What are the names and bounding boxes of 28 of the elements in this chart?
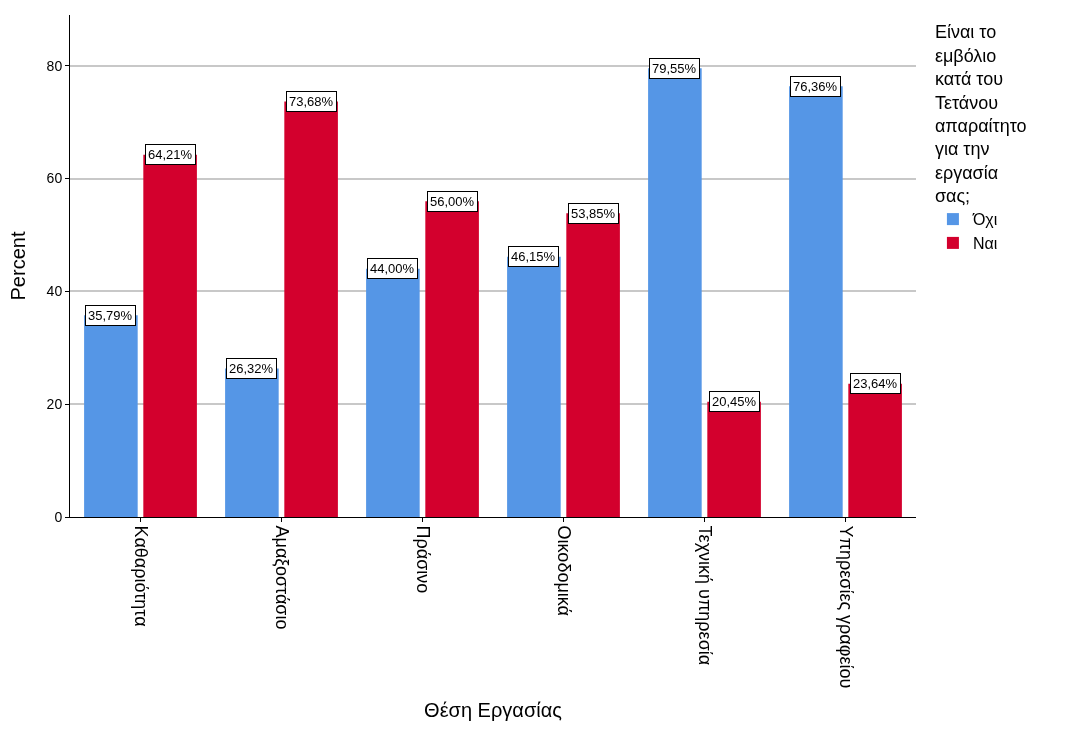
- x-tick-label: Υπηρεσίες γραφείου: [835, 525, 856, 689]
- data-label: 56,00%: [430, 194, 475, 209]
- legend-label: Ναι: [972, 235, 998, 253]
- y-axis-title: Percent: [7, 231, 30, 301]
- data-label: 44,00%: [370, 261, 415, 276]
- y-tick-label: 40: [46, 283, 63, 300]
- legend-title: Είναι το εμβόλιο κατά του Τετάνου απαραίτητο για την εργασία σας;: [934, 22, 1027, 207]
- y-tick-label: 60: [46, 170, 63, 187]
- data-label: 79,55%: [652, 61, 697, 76]
- x-tick-label: Οικοδομικά: [553, 525, 574, 616]
- data-label: 23,64%: [853, 376, 898, 391]
- x-tick-label: Αμαξοστάσιο: [271, 525, 292, 630]
- data-label: 53,85%: [571, 206, 616, 221]
- y-tick-label: 80: [46, 57, 63, 74]
- x-tick-label: Καθαριότητα: [130, 525, 151, 627]
- x-tick-label: Τεχνική υπηρεσία: [694, 525, 715, 666]
- data-label: 64,21%: [148, 147, 193, 162]
- data-label: 26,32%: [229, 361, 274, 376]
- y-tick-label: 0: [54, 508, 63, 525]
- data-label: 76,36%: [793, 79, 838, 94]
- data-label: 46,15%: [511, 249, 556, 264]
- legend-label: Όχι: [971, 211, 998, 229]
- data-label: 73,68%: [289, 94, 334, 109]
- data-label: 20,45%: [712, 394, 757, 409]
- y-tick-label: 20: [46, 396, 63, 413]
- data-label: 35,79%: [88, 308, 133, 323]
- x-tick-label: Πράσινο: [412, 525, 433, 594]
- x-axis-title: Θέση Εργασίας: [424, 698, 563, 721]
